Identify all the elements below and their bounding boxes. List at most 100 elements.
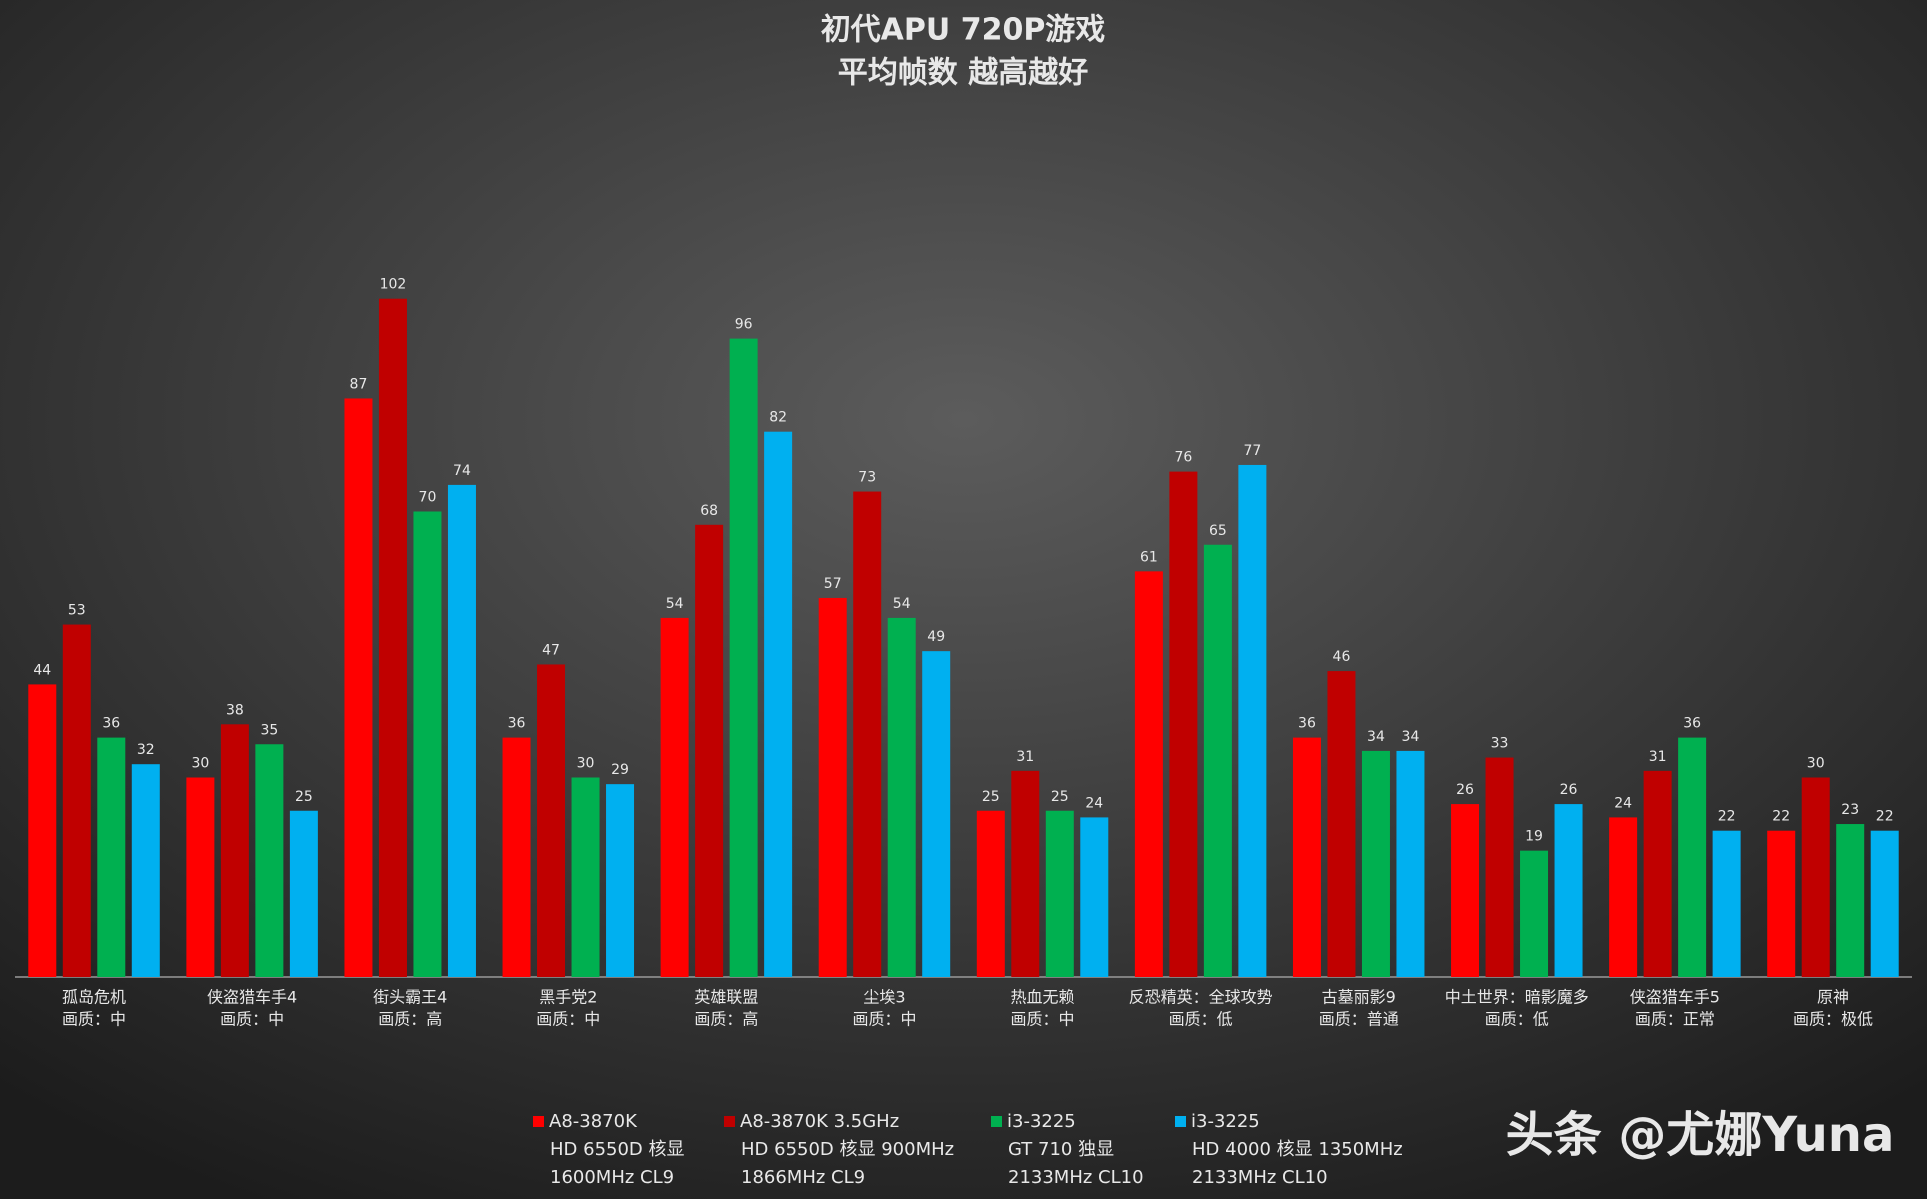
x-tick-label: 黑手党2 bbox=[539, 988, 597, 1007]
x-tick-label: 画质：中 bbox=[536, 1010, 600, 1029]
bar bbox=[571, 777, 600, 977]
data-label: 46 bbox=[1333, 649, 1351, 665]
data-label: 26 bbox=[1456, 782, 1474, 798]
data-label: 19 bbox=[1525, 829, 1543, 845]
bar bbox=[1485, 757, 1514, 977]
bar bbox=[1011, 770, 1040, 977]
bar bbox=[502, 737, 531, 977]
data-label: 32 bbox=[137, 742, 155, 758]
data-label: 24 bbox=[1614, 795, 1632, 811]
x-tick-label: 古墓丽影9 bbox=[1322, 988, 1396, 1007]
bar bbox=[976, 810, 1005, 977]
x-tick-label: 孤岛危机 bbox=[62, 988, 126, 1007]
data-label: 53 bbox=[68, 603, 86, 619]
legend-swatch bbox=[724, 1116, 735, 1127]
x-tick-label: 画质：极低 bbox=[1793, 1010, 1873, 1029]
data-label: 77 bbox=[1243, 443, 1261, 459]
bar bbox=[818, 597, 847, 977]
x-tick-label: 原神 bbox=[1817, 988, 1849, 1007]
bar bbox=[255, 744, 284, 977]
data-label: 34 bbox=[1367, 729, 1385, 745]
data-label: 34 bbox=[1402, 729, 1420, 745]
data-label: 76 bbox=[1174, 450, 1192, 466]
data-label: 38 bbox=[226, 702, 244, 718]
bar bbox=[186, 777, 215, 977]
bar bbox=[413, 511, 442, 977]
legend-swatch bbox=[1175, 1116, 1186, 1127]
bar bbox=[1870, 830, 1899, 977]
bar bbox=[1609, 817, 1638, 977]
legend-label: HD 6550D 核显 900MHz bbox=[741, 1139, 954, 1160]
x-tick-label: 画质：普通 bbox=[1319, 1010, 1399, 1029]
data-label: 31 bbox=[1649, 749, 1667, 765]
bar bbox=[1169, 471, 1198, 977]
data-label: 73 bbox=[858, 470, 876, 486]
x-tick-label: 街头霸王4 bbox=[373, 988, 447, 1007]
data-label: 44 bbox=[33, 662, 51, 678]
bar bbox=[1292, 737, 1321, 977]
data-label: 23 bbox=[1841, 802, 1859, 818]
data-label: 68 bbox=[700, 503, 718, 519]
data-label: 25 bbox=[1051, 789, 1069, 805]
data-label: 22 bbox=[1876, 809, 1894, 825]
legend-label: A8-3870K bbox=[549, 1111, 638, 1132]
data-label: 31 bbox=[1016, 749, 1034, 765]
x-tick-label: 热血无赖 bbox=[1011, 988, 1075, 1007]
bar bbox=[1361, 750, 1390, 977]
x-tick-label: 画质：低 bbox=[1485, 1010, 1549, 1029]
data-label: 36 bbox=[508, 716, 526, 732]
legend-label: 2133MHz CL10 bbox=[1192, 1167, 1328, 1188]
bar bbox=[1080, 817, 1109, 977]
bar bbox=[378, 298, 407, 977]
data-label: 54 bbox=[893, 596, 911, 612]
data-label: 22 bbox=[1772, 809, 1790, 825]
bar bbox=[695, 524, 724, 977]
data-label: 36 bbox=[102, 716, 120, 732]
x-tick-label: 尘埃3 bbox=[863, 988, 905, 1007]
bar bbox=[1451, 804, 1480, 977]
legend-swatch bbox=[991, 1116, 1002, 1127]
data-label: 24 bbox=[1085, 795, 1103, 811]
data-label: 25 bbox=[295, 789, 313, 805]
bar bbox=[922, 651, 951, 977]
legend-label: 2133MHz CL10 bbox=[1008, 1167, 1144, 1188]
bar bbox=[1712, 830, 1741, 977]
bar bbox=[447, 484, 476, 977]
data-label: 30 bbox=[1807, 756, 1825, 772]
chart-subtitle: 平均帧数 越高越好 bbox=[838, 56, 1088, 91]
data-label: 61 bbox=[1140, 549, 1158, 565]
data-label: 29 bbox=[611, 762, 629, 778]
x-tick-label: 画质：高 bbox=[694, 1010, 758, 1029]
legend-label: 1600MHz CL9 bbox=[550, 1167, 674, 1188]
x-tick-label: 画质：高 bbox=[378, 1010, 442, 1029]
data-label: 65 bbox=[1209, 523, 1227, 539]
x-tick-label: 侠盗猎车手5 bbox=[1630, 988, 1720, 1007]
bar bbox=[1327, 671, 1356, 977]
data-label: 47 bbox=[542, 642, 560, 658]
data-label: 102 bbox=[380, 277, 407, 293]
bar bbox=[1767, 830, 1796, 977]
bar bbox=[1134, 571, 1163, 977]
data-label: 49 bbox=[927, 629, 945, 645]
x-tick-label: 画质：正常 bbox=[1635, 1010, 1715, 1029]
x-tick-label: 侠盗猎车手4 bbox=[207, 988, 297, 1007]
legend-label: HD 4000 核显 1350MHz bbox=[1192, 1139, 1403, 1160]
bar bbox=[1554, 804, 1583, 977]
bar bbox=[131, 764, 160, 977]
data-label: 70 bbox=[419, 490, 437, 506]
x-tick-label: 英雄联盟 bbox=[694, 988, 758, 1007]
bar bbox=[1238, 464, 1267, 977]
x-tick-label: 画质：中 bbox=[220, 1010, 284, 1029]
x-tick-label: 画质：中 bbox=[852, 1010, 916, 1029]
legend-label: i3-3225 bbox=[1007, 1111, 1076, 1132]
legend-label: i3-3225 bbox=[1191, 1111, 1260, 1132]
x-tick-label: 画质：中 bbox=[1011, 1010, 1075, 1029]
bar bbox=[62, 624, 91, 977]
bar bbox=[1396, 750, 1425, 977]
data-label: 87 bbox=[350, 376, 368, 392]
bar bbox=[220, 724, 249, 977]
legend-label: HD 6550D 核显 bbox=[550, 1139, 685, 1160]
data-label: 25 bbox=[982, 789, 1000, 805]
